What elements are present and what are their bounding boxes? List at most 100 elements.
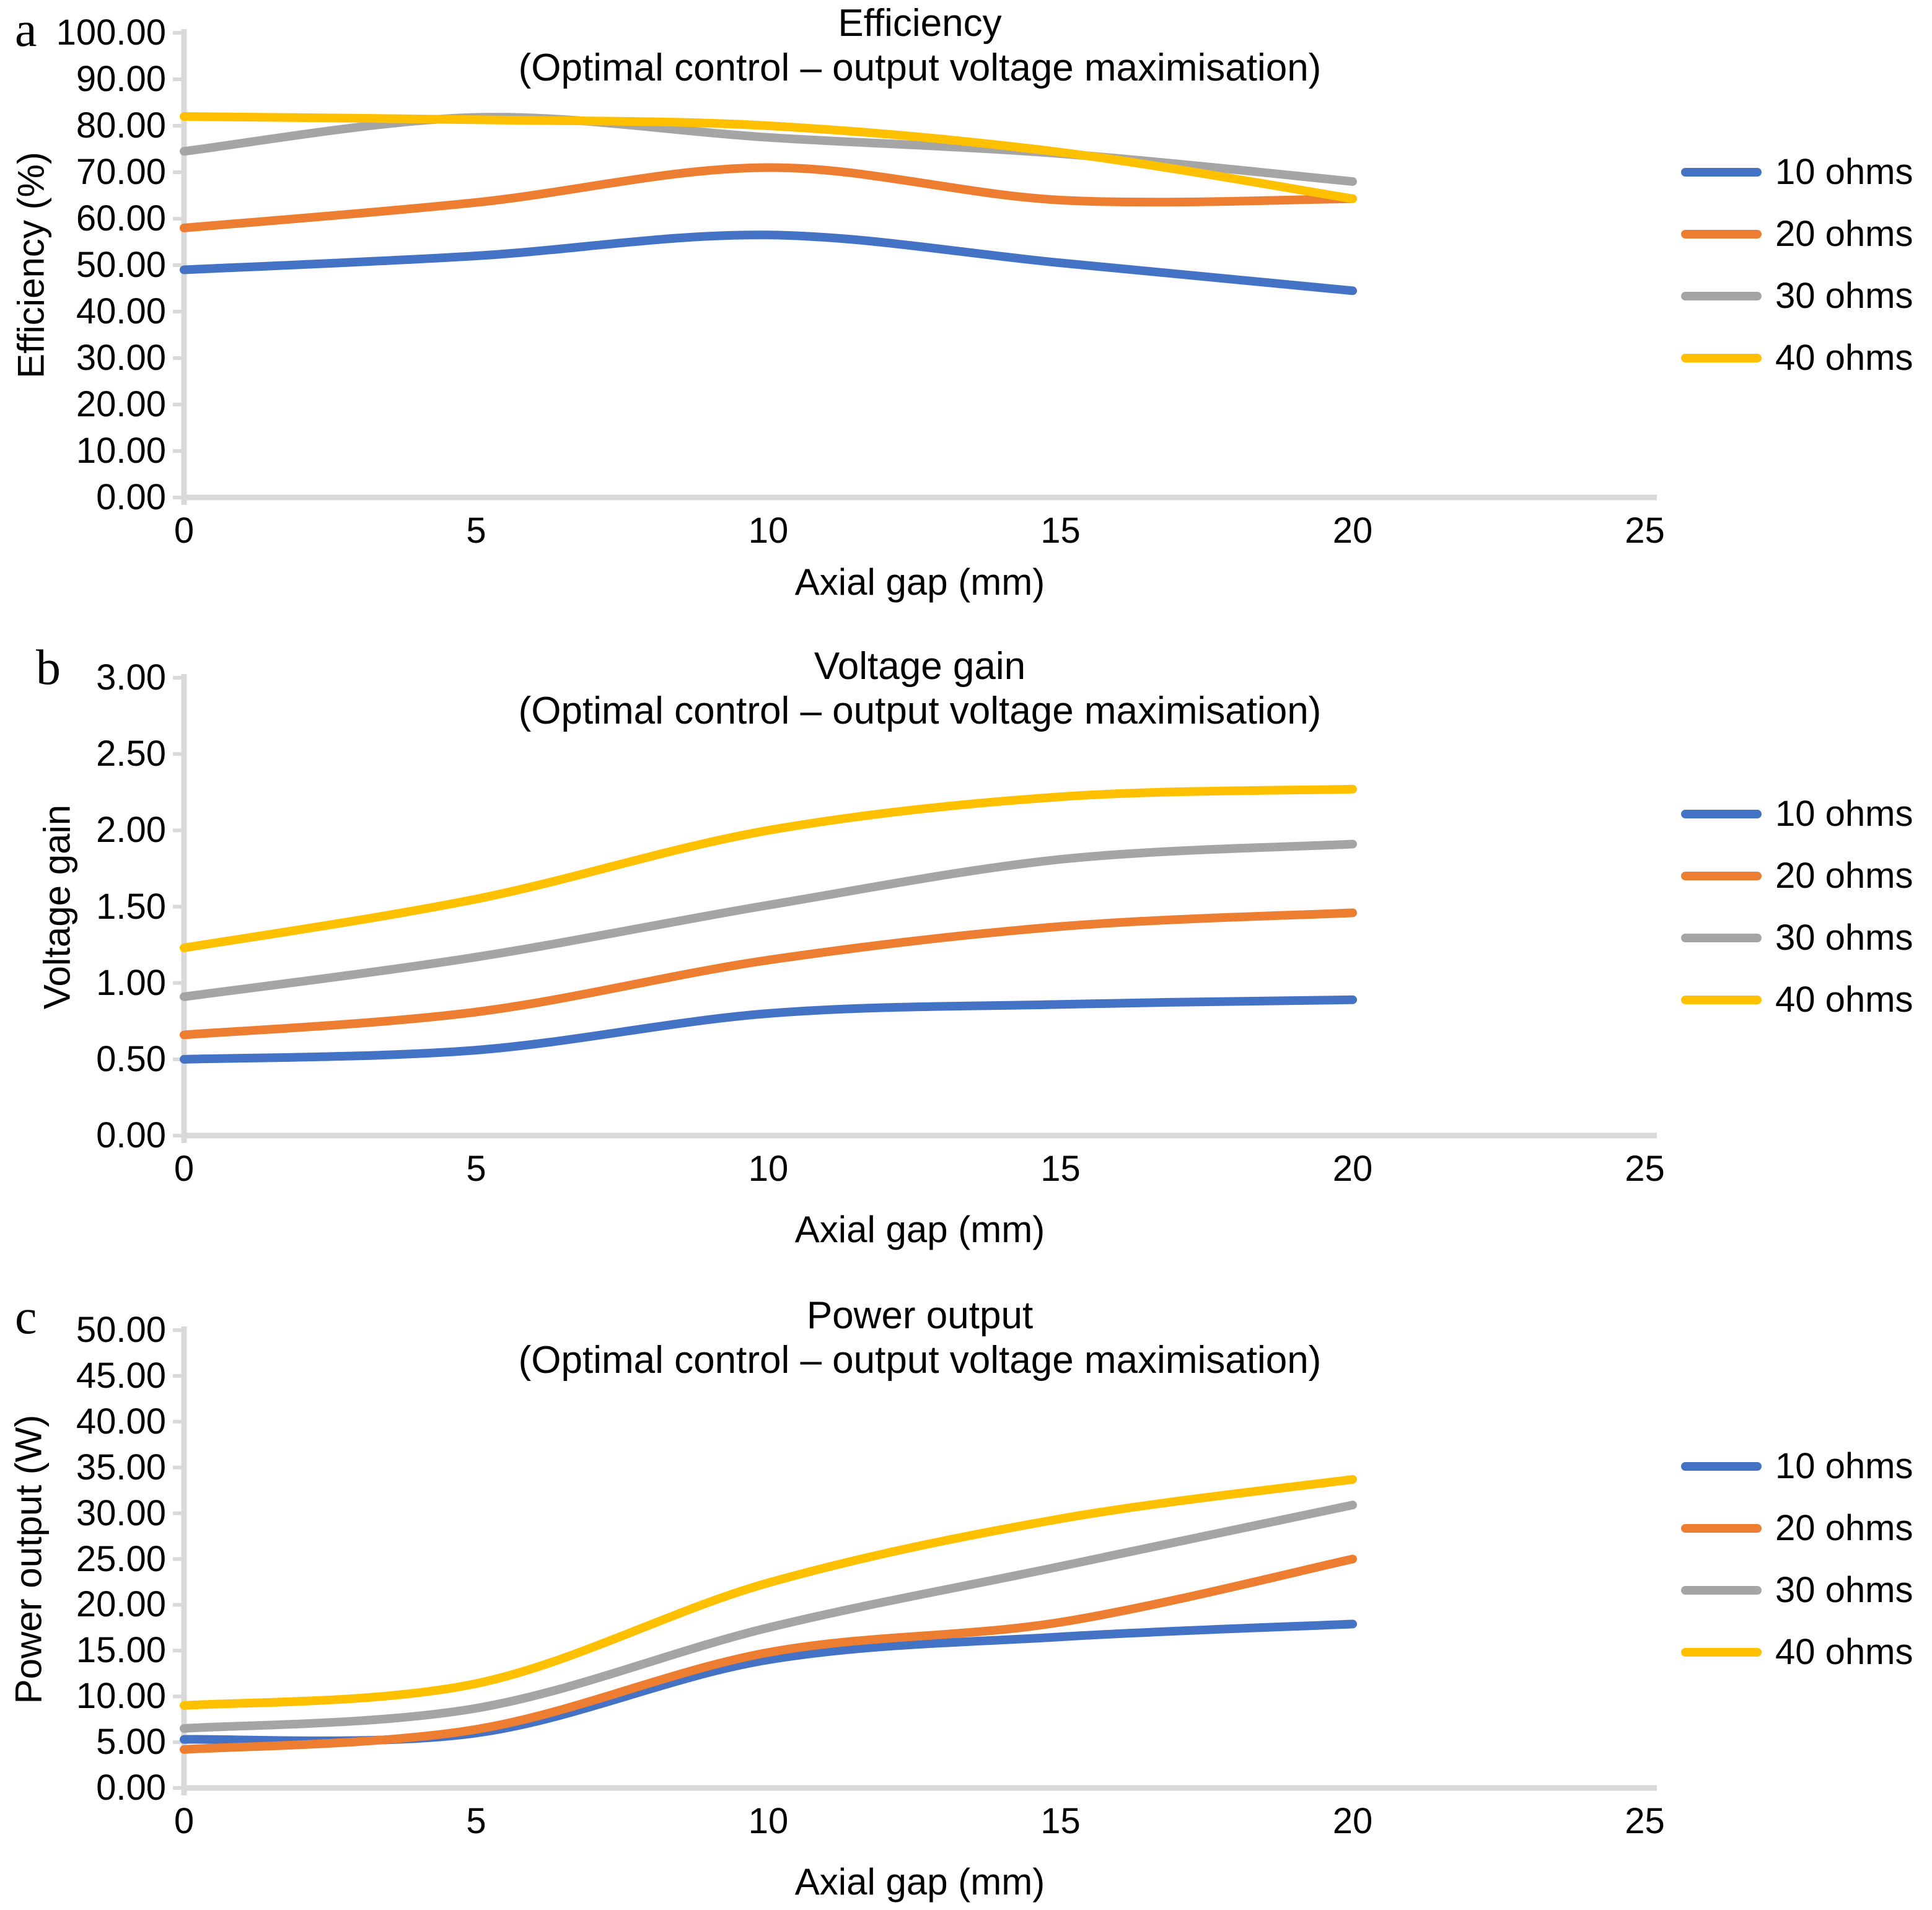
chart-c-x-tick-label: 10 xyxy=(748,1801,789,1841)
chart-c-series-line-40-ohms xyxy=(180,1474,1357,1710)
chart-b-series-line-20-ohms xyxy=(180,908,1357,1040)
chart-a-legend-label: 30 ohms xyxy=(1775,276,1913,316)
chart-c-legend-item-40-ohms: 40 ohms xyxy=(1681,1630,1913,1675)
chart-c-legend-swatch-10-ohms xyxy=(1681,1461,1762,1471)
chart-b-legend-label: 30 ohms xyxy=(1775,917,1913,958)
chart-c-legend-item-20-ohms: 20 ohms xyxy=(1681,1506,1913,1551)
chart-a-x-tick-label: 15 xyxy=(1040,510,1081,551)
chart-a-y-tick-label: 90.00 xyxy=(76,59,166,99)
chart-b-legend-swatch-40-ohms xyxy=(1681,995,1762,1004)
chart-c-y-tick-label: 25.00 xyxy=(76,1538,166,1579)
chart-b-y-tick-label: 2.50 xyxy=(96,734,166,774)
chart-a-legend-swatch-10-ohms xyxy=(1681,168,1762,177)
chart-c-series-line-20-ohms xyxy=(180,1554,1357,1754)
chart-c-legend-label: 10 ohms xyxy=(1775,1445,1913,1486)
chart-a-subtitle: (Optimal control – output voltage maximi… xyxy=(518,46,1322,89)
chart-a-y-tick-label: 40.00 xyxy=(76,291,166,331)
chart-c-y-tick-label: 5.00 xyxy=(96,1722,166,1763)
chart-b-legend-item-40-ohms: 40 ohms xyxy=(1681,978,1913,1022)
chart-a-x-tick-label: 25 xyxy=(1625,510,1665,551)
chart-a-series-line-30-ohms xyxy=(180,113,1357,186)
chart-c-legend-label: 40 ohms xyxy=(1775,1631,1913,1672)
chart-a-legend-item-30-ohms: 30 ohms xyxy=(1681,274,1913,318)
chart-b-y-tick-label: 1.00 xyxy=(96,962,166,1003)
chart-a-legend-item-10-ohms: 10 ohms xyxy=(1681,150,1913,195)
chart-a-y-tick-label: 0.00 xyxy=(96,477,166,517)
chart-a-legend-swatch-30-ohms xyxy=(1681,292,1762,300)
chart-a-title: Efficiency xyxy=(838,2,1002,45)
chart-b-x-axis-title: Axial gap (mm) xyxy=(794,1209,1045,1250)
chart-b-x-tick-label: 5 xyxy=(466,1149,486,1189)
chart-a-y-tick-label: 10.00 xyxy=(76,431,166,471)
chart-b-subtitle: (Optimal control – output voltage maximi… xyxy=(518,690,1322,732)
chart-c-legend-swatch-20-ohms xyxy=(1681,1523,1762,1533)
chart-c-y-tick-label: 50.00 xyxy=(76,1310,166,1350)
chart-b-y-tick-label: 3.00 xyxy=(96,657,166,698)
chart-a-x-axis-title: Axial gap (mm) xyxy=(794,561,1045,603)
chart-b-x-tick-label: 10 xyxy=(748,1149,789,1189)
chart-a-y-tick-label: 70.00 xyxy=(76,152,166,192)
chart-a-y-tick-label: 80.00 xyxy=(76,105,166,146)
panel-label-a: a xyxy=(15,2,37,57)
chart-c-legend-swatch-30-ohms xyxy=(1681,1585,1762,1595)
chart-a-x-tick-label: 0 xyxy=(173,510,195,551)
chart-c-series-line-30-ohms xyxy=(180,1500,1357,1733)
chart-c-title: Power output xyxy=(806,1294,1034,1337)
chart-b-x-tick-label: 25 xyxy=(1625,1149,1665,1189)
chart-a-x-tick-label: 20 xyxy=(1332,510,1373,551)
chart-c-y-tick-label: 40.00 xyxy=(76,1401,166,1442)
chart-b-series-line-40-ohms xyxy=(180,784,1357,953)
chart-b-legend-swatch-30-ohms xyxy=(1681,933,1762,942)
chart-c-y-tick-label: 0.00 xyxy=(96,1768,166,1808)
chart-a-legend-item-40-ohms: 40 ohms xyxy=(1681,336,1913,380)
chart-c-y-tick-label: 45.00 xyxy=(76,1355,166,1396)
chart-c-legend-item-10-ohms: 10 ohms xyxy=(1681,1444,1913,1489)
chart-b-y-tick-label: 0.50 xyxy=(96,1038,166,1079)
chart-b-y-tick-label: 1.50 xyxy=(96,886,166,927)
chart-c-legend-swatch-40-ohms xyxy=(1681,1647,1762,1657)
chart-b-legend-item-30-ohms: 30 ohms xyxy=(1681,916,1913,960)
chart-c-legend-label: 30 ohms xyxy=(1775,1569,1913,1610)
chart-c-y-tick-label: 15.00 xyxy=(76,1630,166,1671)
panel-label-b: b xyxy=(36,641,61,695)
chart-a-y-tick-label: 100.00 xyxy=(56,12,166,53)
chart-c-legend-label: 20 ohms xyxy=(1775,1507,1913,1548)
chart-b-title: Voltage gain xyxy=(814,645,1026,688)
chart-a-legend-label: 10 ohms xyxy=(1775,152,1913,192)
chart-a-x-tick-label: 10 xyxy=(748,510,789,551)
chart-a-y-tick-label: 50.00 xyxy=(76,245,166,285)
chart-a-legend-label: 40 ohms xyxy=(1775,338,1913,378)
chart-c-x-tick-label: 25 xyxy=(1625,1801,1665,1841)
chart-c-x-axis-title: Axial gap (mm) xyxy=(794,1861,1045,1903)
panel-label-c: c xyxy=(15,1290,37,1344)
chart-a-y-tick-label: 20.00 xyxy=(76,384,166,424)
chart-b-legend-item-10-ohms: 10 ohms xyxy=(1681,792,1913,836)
chart-b-series-line-30-ohms xyxy=(180,839,1357,1001)
chart-b-legend-label: 40 ohms xyxy=(1775,979,1913,1020)
chart-c-x-tick-label: 20 xyxy=(1332,1801,1373,1841)
chart-b-y-tick-label: 0.00 xyxy=(96,1115,166,1155)
chart-b-legend-label: 20 ohms xyxy=(1775,855,1913,896)
chart-c-y-tick-label: 30.00 xyxy=(76,1492,166,1533)
chart-b-legend-swatch-10-ohms xyxy=(1681,809,1762,818)
chart-a-series-line-10-ohms xyxy=(180,230,1357,296)
chart-b-y-tick-label: 2.00 xyxy=(96,810,166,851)
chart-a-y-tick-label: 60.00 xyxy=(76,198,166,239)
chart-c-y-tick-label: 10.00 xyxy=(76,1676,166,1717)
chart-a-x-tick-label: 5 xyxy=(466,510,486,551)
chart-a-series-line-40-ohms xyxy=(180,112,1357,203)
chart-a-legend-label: 20 ohms xyxy=(1775,214,1913,254)
chart-b-x-tick-label: 20 xyxy=(1332,1149,1373,1189)
chart-c-legend-item-30-ohms: 30 ohms xyxy=(1681,1568,1913,1613)
chart-b-x-tick-label: 15 xyxy=(1040,1149,1081,1189)
chart-c-y-tick-label: 20.00 xyxy=(76,1584,166,1625)
chart-b-legend-label: 10 ohms xyxy=(1775,793,1913,834)
chart-a-legend-swatch-20-ohms xyxy=(1681,230,1762,239)
chart-b-series-line-10-ohms xyxy=(180,995,1357,1064)
chart-c-x-tick-label: 5 xyxy=(466,1801,486,1841)
chart-b-legend-item-20-ohms: 20 ohms xyxy=(1681,854,1913,898)
chart-c-subtitle: (Optimal control – output voltage maximi… xyxy=(518,1339,1322,1382)
chart-c-x-tick-label: 15 xyxy=(1040,1801,1081,1841)
